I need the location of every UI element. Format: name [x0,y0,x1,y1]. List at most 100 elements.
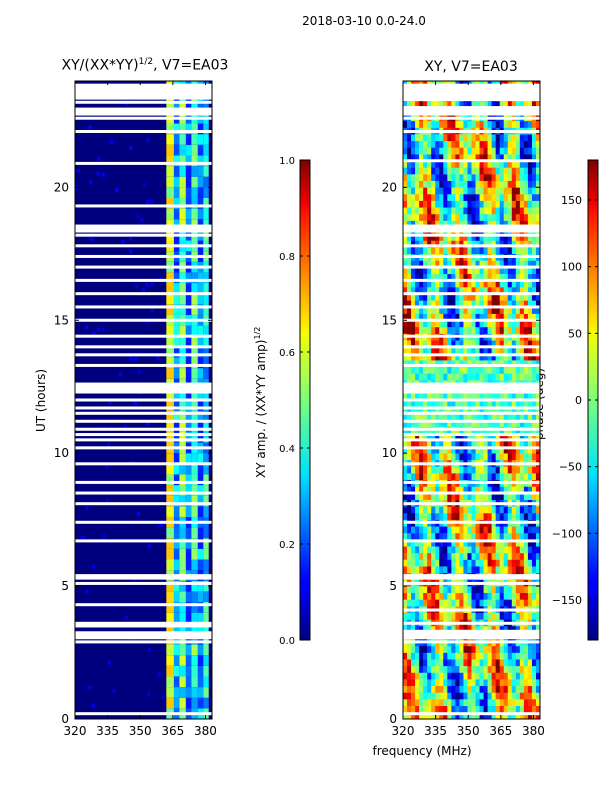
phase-cell [515,280,521,288]
phase-cell [531,546,537,554]
phase-cell [487,100,492,108]
phase-cell [499,665,505,673]
phase-cell [519,187,525,195]
phase-cell [411,287,416,294]
phase-cell [467,193,472,201]
phase-cell [403,147,408,155]
phase-cell [535,366,541,374]
phase-cell [427,712,432,720]
phase-cell [503,559,509,567]
phase-cell [511,413,517,421]
phase-cell [443,559,448,567]
phase-cell [531,685,537,693]
phase-cell [447,712,452,720]
amplitude-band-cell [173,166,180,177]
phase-cell [491,260,496,268]
phase-cell [519,134,525,142]
phase-cell [463,559,468,567]
phase-cell [447,187,452,195]
phase-cell [495,419,501,427]
phase-cell [527,446,533,454]
phase-cell [515,207,521,215]
amplitude-gap-row [75,278,212,282]
phase-cell [523,147,529,155]
phase-cell [439,559,444,567]
phase-gap-row [403,411,540,415]
phase-cell [407,552,412,560]
phase-cell [511,433,517,441]
phase-cell [483,645,488,653]
phase-cell [451,645,456,653]
phase-cell [507,160,513,168]
phase-cell [407,207,412,215]
phase-cell [427,699,432,707]
phase-cell [475,140,480,148]
phase-cell [451,120,456,128]
phase-cell [459,539,464,547]
phase-cell [455,400,460,407]
phase-cell [535,180,541,188]
phase-cell [495,187,501,195]
amplitude-band-cell [185,453,192,464]
phase-cell [423,506,428,514]
amplitude-band-cell [185,293,192,305]
phase-cell [407,260,412,268]
phase-cell [499,599,505,607]
phase-cell [463,160,468,168]
phase-cell [463,320,468,328]
phase-cell [435,446,440,454]
phase-cell [455,699,460,707]
phase-cell [507,552,513,560]
phase-cell [535,665,541,673]
phase-cell [455,267,460,275]
phase-cell [503,453,509,461]
phase-cell [499,293,505,301]
amplitude-band-cell [173,272,180,284]
phase-cell [467,313,472,321]
phase-cell [467,247,472,255]
phase-cell [475,287,480,294]
phase-cell [471,439,476,447]
phase-cell [451,586,456,594]
phase-cell [411,466,416,474]
phase-cell [523,360,529,368]
phase-cell [403,625,408,633]
phase-cell [435,293,440,301]
phase-cell [463,685,468,693]
phase-cell [415,473,420,481]
phase-cell [427,546,432,554]
phase-cell [475,366,480,374]
phase-cell [491,552,496,560]
phase-cell [467,134,472,142]
phase-cell [519,493,525,500]
phase-cell [523,326,529,334]
phase-cell [499,566,505,574]
phase-cell [407,559,412,567]
amplitude-band-cell [191,410,198,422]
phase-cell [423,659,428,667]
phase-cell [535,167,541,175]
amplitude-colorbar-tick-label: 0.2 [279,540,295,551]
phase-cell [419,526,424,534]
phase-cell [435,180,440,188]
amplitude-noise-cell [125,101,129,106]
phase-cell [527,326,533,334]
phase-cell [519,592,525,600]
phase-cell [459,287,464,294]
amplitude-gap-row [75,100,212,104]
amplitude-band-cell [185,389,192,400]
phase-cell [439,300,444,308]
phase-cell [443,699,448,707]
amplitude-band-cell [173,400,180,411]
phase-cell [415,353,420,361]
phase-cell [495,346,501,354]
amplitude-noise-cell [150,200,154,205]
phase-cell [415,532,420,540]
phase-cell [483,306,488,314]
phase-cell [523,566,529,574]
phase-cell [423,147,428,155]
phase-cell [423,360,428,368]
phase-cell [443,154,448,162]
phase-cell [487,433,492,441]
phase-cell [439,679,444,687]
